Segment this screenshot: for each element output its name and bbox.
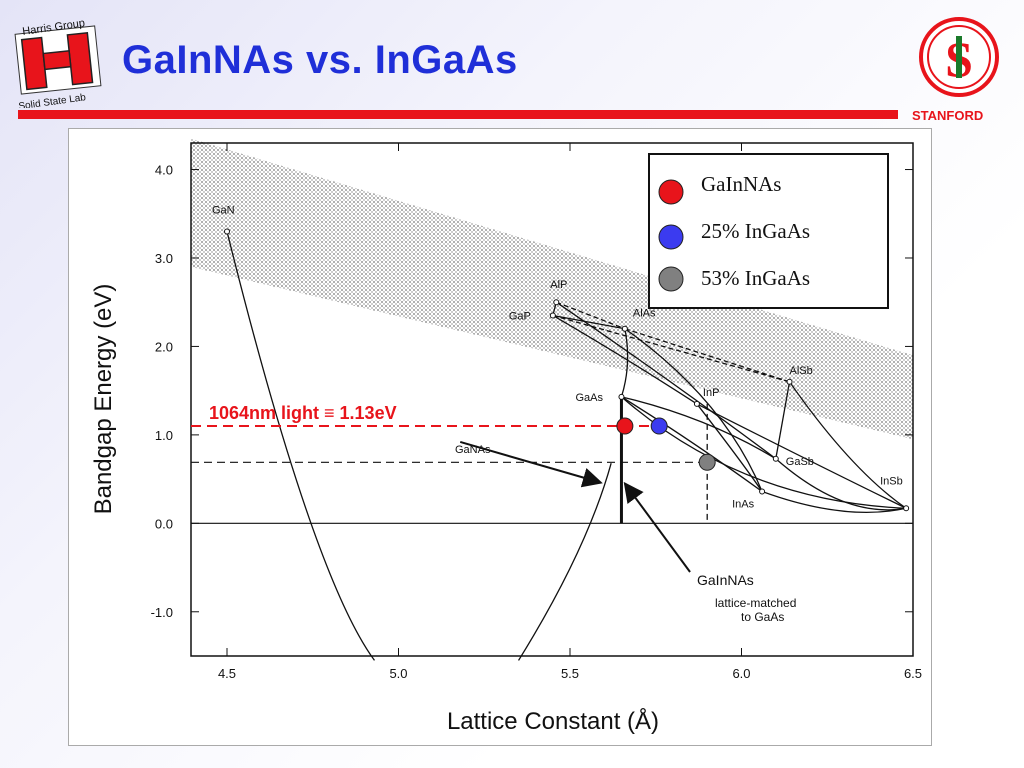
- annotation-gainnas: GaInNAs: [697, 572, 754, 588]
- gaas-gasb-curve: [621, 396, 777, 460]
- material-point-inas: [759, 488, 766, 495]
- harris-group-logo: Harris Group Solid State Lab: [14, 17, 102, 108]
- slide-title: GaInNAs vs. InGaAs: [122, 38, 518, 82]
- stanford-logo: S: [919, 17, 999, 97]
- material-point-insb: [903, 505, 910, 512]
- ganas-curve-left: [226, 231, 376, 661]
- material-point-alsb: [786, 378, 793, 385]
- bandgap-chart: 4.5 5.0 5.5 6.0 6.5 4.0 3.0 2.0 1.0 0.0 -1.0 GaN AlP…: [90, 138, 922, 735]
- gap-inp-curve: [552, 314, 698, 405]
- x-axis-label: Lattice Constant (Å): [447, 707, 659, 735]
- alas-gaas-curve: [620, 328, 629, 398]
- material-label-inp: InP: [703, 387, 720, 399]
- material-point-gan: [224, 228, 230, 235]
- y-tick-label-4: 0.0: [155, 516, 173, 531]
- annotation-to-gaas: to GaAs: [741, 610, 784, 624]
- material-label-inas: InAs: [732, 498, 755, 510]
- material-point-gasb: [772, 455, 779, 462]
- material-label-gan: GaN: [212, 204, 235, 216]
- inp-insb-curve: [696, 403, 907, 509]
- plot-frame: [190, 142, 914, 657]
- legend-label-gainnas: GaInNAs: [701, 172, 781, 196]
- annotation-lattice-matched: lattice-matched: [715, 596, 796, 610]
- material-label-alas: AlAs: [633, 308, 656, 320]
- gaas-inas-curve: [621, 396, 763, 493]
- material-label-alp: AlP: [550, 279, 567, 291]
- alsb-gasb-line: [775, 381, 791, 459]
- material-point-inp: [693, 400, 700, 407]
- ganas-curve-right: [517, 463, 612, 661]
- alsb-insb-curve: [788, 381, 907, 509]
- series-point-ingaas-53: [698, 453, 716, 471]
- alp-alas-line: [556, 301, 626, 330]
- inp-inas-curve: [696, 403, 763, 492]
- shaded-band: [191, 138, 913, 440]
- y-tick-label-5: -1.0: [151, 605, 173, 620]
- stanford-label: STANFORD: [912, 108, 984, 123]
- series-point-ingaas-25: [650, 417, 668, 435]
- legend-marker-gainnas: [658, 179, 684, 205]
- ganas-arrow: [459, 440, 603, 488]
- series-point-gainnas: [616, 417, 634, 435]
- legend-marker-ingaas-53: [658, 266, 684, 292]
- material-point-alas: [621, 325, 628, 332]
- title-divider: [18, 110, 898, 119]
- x-tick-label-3: 6.0: [732, 666, 750, 681]
- material-label-gap: GaP: [509, 310, 531, 322]
- bandgap-figure: 4.5 5.0 5.5 6.0 6.5 4.0 3.0 2.0 1.0 0.0 -1.0 GaN AlP…: [68, 128, 932, 746]
- alas-inas-curve: [624, 328, 763, 492]
- gap-alas-line: [552, 314, 625, 330]
- y-tick-label-2: 2.0: [155, 339, 173, 354]
- y-tick-label-0: 4.0: [155, 163, 173, 178]
- y-axis-label: Bandgap Energy (eV): [90, 284, 117, 515]
- legend-box: [648, 153, 889, 309]
- logo-left-bottom-text: Solid State Lab: [18, 92, 87, 108]
- material-label-alsb: AlSb: [790, 365, 813, 377]
- x-tick-label-1: 5.0: [389, 666, 407, 681]
- alas-alsb-line: [624, 328, 790, 383]
- material-label-gaas: GaAs: [575, 392, 603, 404]
- legend-label-ingaas-53: 53% InGaAs: [701, 266, 810, 290]
- x-tick-label-4: 6.5: [904, 666, 922, 681]
- legend-marker-ingaas-25: [658, 224, 684, 250]
- annotation-ganas: GaNAs: [455, 444, 491, 456]
- annotation-1064nm: 1064nm light ≡ 1.13eV: [209, 403, 397, 423]
- x-tick-label-2: 5.5: [561, 666, 579, 681]
- y-tick-label-3: 1.0: [155, 428, 173, 443]
- alp-gasb-curve: [555, 301, 777, 460]
- legend-label-ingaas-25: 25% InGaAs: [701, 219, 810, 243]
- y-tick-label-1: 3.0: [155, 251, 173, 266]
- material-label-gasb: GaSb: [786, 456, 814, 468]
- material-point-alp: [553, 299, 560, 306]
- material-label-insb: InSb: [880, 475, 903, 487]
- material-point-gaas: [618, 393, 625, 400]
- material-point-gap: [549, 312, 556, 319]
- inas-insb-curve: [761, 490, 907, 514]
- gainnas-arrow: [623, 481, 691, 573]
- x-tick-label-0: 4.5: [218, 666, 236, 681]
